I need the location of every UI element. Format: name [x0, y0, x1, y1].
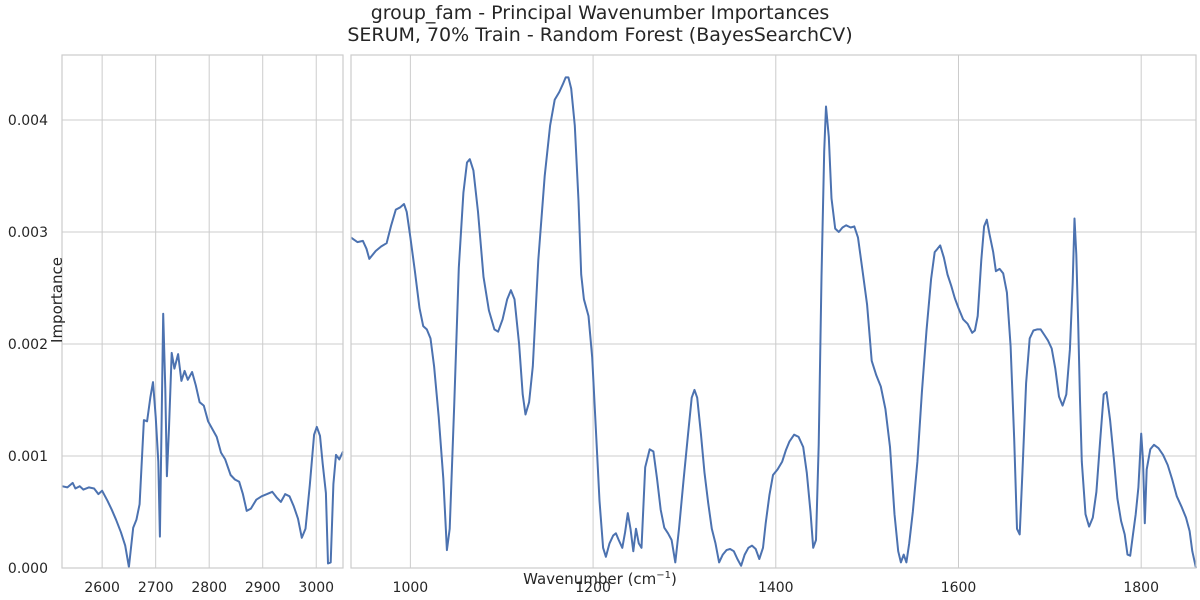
y-axis: 0.000 0.001 0.002 0.003 0.004 [8, 113, 48, 577]
y-tick-label: 0.004 [8, 113, 48, 129]
x-tick-label: 1200 [575, 580, 611, 596]
x-axis-label: Wavenumber (cm−1) [0, 570, 1200, 588]
y-tick-label: 0.002 [8, 337, 48, 353]
x-tick-label: 2600 [84, 580, 120, 596]
x-tick-label: 1600 [941, 580, 977, 596]
x-axis-label-text: Wavenumber (cm [523, 570, 657, 588]
importance-series-line [350, 76, 1197, 569]
x-axis-label-close: ) [671, 570, 677, 588]
x-axis-label-unit: −1 [656, 570, 672, 581]
x-tick-label: 3000 [298, 580, 334, 596]
y-tick-label: 0.000 [8, 561, 48, 577]
panel-left: 2600 2700 2800 2900 3000 [61, 54, 344, 596]
panel-frame [350, 54, 1197, 569]
x-tick-label: 2900 [245, 580, 281, 596]
panel-right: 1000 1200 1400 1600 1800 [350, 54, 1197, 596]
x-tick-label: 2700 [138, 580, 174, 596]
x-tick-label: 1400 [758, 580, 794, 596]
chart-title: group_fam - Principal Wavenumber Importa… [370, 2, 830, 24]
x-tick-label: 2800 [191, 580, 227, 596]
x-tick-label: 1000 [393, 580, 429, 596]
x-tick-label: 1800 [1123, 580, 1159, 596]
y-axis-label: Importance [48, 257, 66, 343]
y-tick-label: 0.003 [8, 225, 48, 241]
panel-frame [61, 54, 344, 569]
importance-series-line [61, 312, 344, 568]
y-tick-label: 0.001 [8, 449, 48, 465]
chart-subtitle: SERUM, 70% Train - Random Forest (BayesS… [347, 24, 853, 46]
